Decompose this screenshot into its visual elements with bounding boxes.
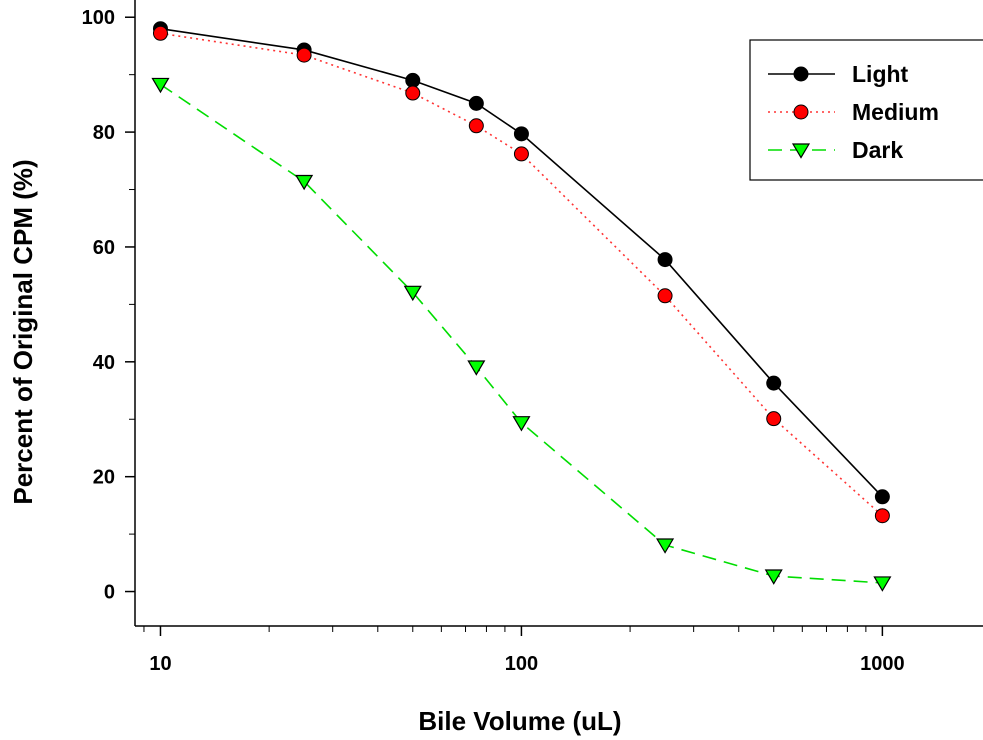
data-point-medium: [766, 411, 782, 427]
x-tick-label: 10: [149, 653, 171, 675]
data-point-medium: [513, 146, 529, 162]
x-tick-label: 1000: [860, 653, 905, 675]
series-medium: [152, 25, 890, 524]
legend: Light Medium Dark: [749, 39, 983, 181]
data-point-dark: [764, 569, 783, 585]
data-point-dark: [656, 538, 675, 554]
data-point-dark: [295, 174, 314, 191]
legend-marker-light: [793, 66, 809, 82]
data-point-light: [657, 252, 673, 268]
legend-marker-dark: [791, 143, 811, 159]
axes: [134, 0, 983, 627]
data-point-dark: [403, 285, 422, 302]
x-axis-title: Bile Volume (uL): [418, 706, 621, 736]
data-point-dark: [467, 360, 486, 376]
y-tick-label: 100: [82, 7, 115, 29]
x-tick-label: 100: [505, 653, 538, 675]
legend-box: [749, 39, 983, 181]
series-light: [152, 21, 890, 505]
legend-marker-medium: [793, 104, 809, 120]
data-point-light: [874, 489, 890, 505]
data-point-medium: [405, 85, 421, 101]
data-point-light: [513, 126, 529, 142]
data-point-dark: [873, 576, 892, 592]
data-point-medium: [657, 288, 673, 304]
data-point-light: [405, 72, 421, 88]
y-tick-label: 80: [93, 122, 115, 144]
series-layer: [151, 21, 892, 592]
series-dark: [151, 77, 892, 592]
y-tick-label: 20: [93, 467, 115, 489]
data-point-medium: [468, 118, 484, 134]
series-line-dark: [160, 83, 883, 584]
y-axis-title: Percent of Original CPM (%): [8, 159, 38, 504]
x-axis-ticks: 10 100 1000: [143, 626, 905, 675]
data-point-medium: [874, 508, 890, 524]
series-line-light: [160, 27, 883, 498]
y-tick-label: 40: [93, 352, 115, 374]
data-point-medium: [296, 47, 312, 63]
y-axis-ticks: 0 20 40 60 80 100: [82, 7, 135, 604]
data-point-light: [766, 375, 782, 391]
data-point-dark: [151, 77, 170, 94]
y-tick-label: 60: [93, 237, 115, 259]
data-point-medium: [152, 25, 168, 41]
y-tick-label: 0: [104, 582, 115, 604]
data-point-dark: [512, 416, 531, 432]
data-point-light: [468, 95, 484, 111]
legend-label-medium: Medium: [852, 99, 939, 125]
legend-label-dark: Dark: [852, 137, 903, 163]
legend-label-light: Light: [852, 61, 909, 87]
